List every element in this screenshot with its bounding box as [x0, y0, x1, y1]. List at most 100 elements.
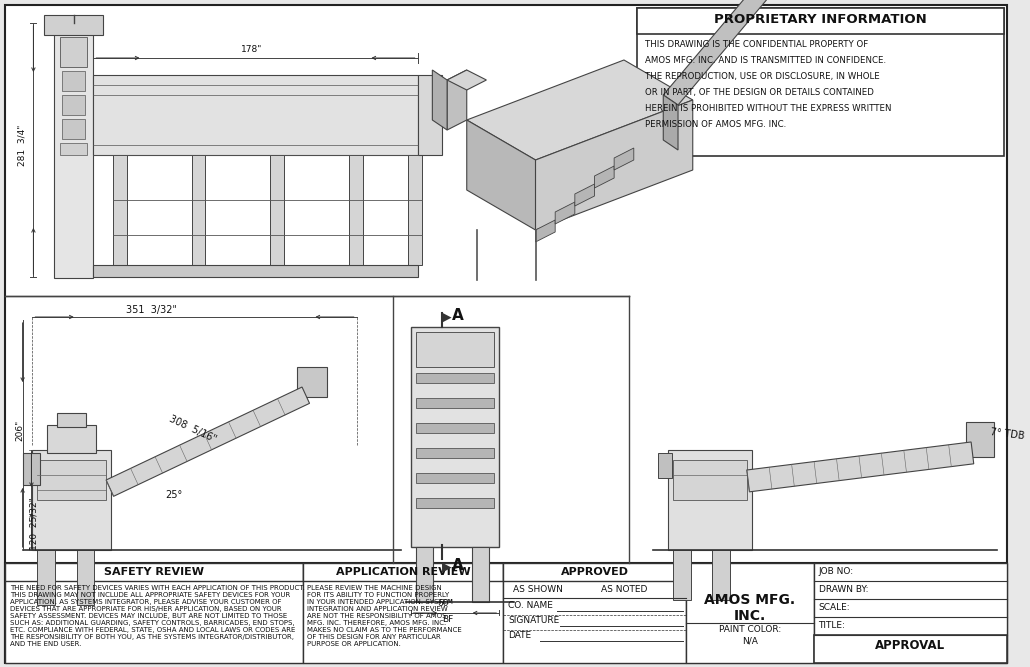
- Bar: [76, 550, 95, 605]
- Text: A: A: [452, 558, 464, 573]
- Circle shape: [966, 427, 986, 447]
- Text: PERMISSION OF AMOS MFG. INC.: PERMISSION OF AMOS MFG. INC.: [645, 120, 786, 129]
- Bar: [658, 453, 673, 478]
- Bar: [416, 423, 494, 433]
- Text: INC.: INC.: [733, 609, 766, 623]
- Text: APPLICATION REVIEW: APPLICATION REVIEW: [336, 567, 470, 577]
- Polygon shape: [447, 70, 486, 90]
- Bar: [349, 155, 363, 265]
- Bar: [416, 498, 494, 508]
- Polygon shape: [747, 442, 973, 492]
- Polygon shape: [467, 60, 693, 160]
- Bar: [416, 398, 494, 408]
- Text: TITLE:: TITLE:: [819, 621, 846, 630]
- Bar: [60, 143, 88, 155]
- Bar: [637, 8, 1004, 156]
- Text: 351  3/32": 351 3/32": [126, 305, 177, 315]
- Bar: [416, 448, 494, 458]
- Bar: [5, 563, 303, 581]
- Polygon shape: [433, 70, 447, 130]
- Text: OR IN PART, OF THE DESIGN OR DETAILS CONTAINED: OR IN PART, OF THE DESIGN OR DETAILS CON…: [645, 88, 873, 97]
- Text: SIGNATURE: SIGNATURE: [508, 616, 559, 625]
- Bar: [23, 453, 40, 485]
- Polygon shape: [106, 387, 310, 496]
- Bar: [416, 547, 434, 602]
- Text: THE NEED FOR SAFETY DEVICES VARIES WITH EACH APPLICATION OF THIS PRODUCT.
THIS D: THE NEED FOR SAFETY DEVICES VARIES WITH …: [10, 585, 305, 647]
- Text: A: A: [452, 308, 464, 323]
- Bar: [32, 450, 111, 550]
- Text: PROPRIETARY INFORMATION: PROPRIETARY INFORMATION: [714, 13, 927, 26]
- Bar: [37, 550, 55, 605]
- Text: 206": 206": [15, 420, 24, 442]
- Bar: [713, 550, 730, 600]
- Text: 60": 60": [438, 599, 453, 608]
- Text: 25°: 25°: [165, 490, 182, 500]
- Polygon shape: [467, 120, 536, 230]
- Text: 120  25/32": 120 25/32": [30, 497, 39, 550]
- Bar: [62, 95, 85, 115]
- Bar: [47, 425, 96, 453]
- Bar: [62, 119, 85, 139]
- Bar: [59, 20, 89, 32]
- Polygon shape: [663, 95, 678, 150]
- Text: SAFETY REVIEW: SAFETY REVIEW: [104, 567, 204, 577]
- Bar: [416, 473, 494, 483]
- Text: HEREIN IS PROHIBITED WITHOUT THE EXPRESS WRITTEN: HEREIN IS PROHIBITED WITHOUT THE EXPRESS…: [645, 104, 891, 113]
- Polygon shape: [536, 220, 555, 242]
- Bar: [637, 8, 1004, 34]
- Bar: [44, 15, 103, 35]
- Polygon shape: [555, 202, 575, 224]
- Bar: [5, 563, 1007, 663]
- Bar: [503, 563, 686, 581]
- Bar: [57, 413, 87, 427]
- Text: SCALE:: SCALE:: [819, 603, 850, 612]
- Text: N/A: N/A: [742, 637, 758, 646]
- Bar: [966, 422, 994, 457]
- Text: ▶: ▶: [442, 310, 452, 323]
- Bar: [192, 155, 205, 265]
- Text: 308  5/16": 308 5/16": [168, 414, 218, 444]
- Bar: [472, 547, 489, 602]
- Text: DATE: DATE: [508, 631, 531, 640]
- Bar: [94, 75, 417, 155]
- Bar: [814, 563, 1007, 663]
- Bar: [668, 450, 752, 550]
- Text: PAINT COLOR:: PAINT COLOR:: [719, 625, 781, 634]
- Text: AMOS MFG. INC. AND IS TRANSMITTED IN CONFIDENCE.: AMOS MFG. INC. AND IS TRANSMITTED IN CON…: [645, 56, 886, 65]
- Bar: [686, 563, 814, 663]
- Bar: [673, 550, 691, 600]
- Text: THE REPRODUCTION, USE OR DISCLOSURE, IN WHOLE: THE REPRODUCTION, USE OR DISCLOSURE, IN …: [645, 72, 880, 81]
- Bar: [297, 367, 327, 397]
- Bar: [62, 71, 85, 91]
- Polygon shape: [663, 0, 766, 105]
- Text: 281  3/4": 281 3/4": [18, 124, 26, 165]
- Text: JOB NO:: JOB NO:: [819, 567, 854, 576]
- Bar: [673, 460, 747, 500]
- Bar: [54, 23, 94, 278]
- Bar: [416, 373, 494, 383]
- Bar: [94, 265, 417, 277]
- Polygon shape: [447, 70, 467, 130]
- Bar: [417, 75, 442, 155]
- Text: APPROVAL: APPROVAL: [876, 639, 946, 652]
- Bar: [37, 460, 106, 500]
- Bar: [408, 155, 421, 265]
- Bar: [270, 155, 284, 265]
- Polygon shape: [594, 166, 614, 188]
- Text: AS SHOWN: AS SHOWN: [513, 585, 562, 594]
- Text: DRAWN BY:: DRAWN BY:: [819, 585, 868, 594]
- Bar: [303, 563, 503, 581]
- Bar: [113, 155, 127, 265]
- Text: BF: BF: [442, 615, 453, 624]
- Polygon shape: [536, 100, 693, 230]
- Text: 178": 178": [241, 45, 262, 54]
- Text: CO. NAME: CO. NAME: [508, 601, 553, 610]
- Bar: [814, 635, 1007, 663]
- Text: ▶: ▶: [442, 560, 452, 573]
- Text: AMOS MFG.: AMOS MFG.: [705, 593, 795, 607]
- Bar: [303, 563, 503, 663]
- Bar: [60, 37, 88, 67]
- Text: APPROVED: APPROVED: [560, 567, 628, 577]
- Text: PLEASE REVIEW THE MACHINE DESIGN
FOR ITS ABILITY TO FUNCTION PROPERLY
IN YOUR IN: PLEASE REVIEW THE MACHINE DESIGN FOR ITS…: [307, 585, 461, 647]
- Bar: [5, 563, 303, 663]
